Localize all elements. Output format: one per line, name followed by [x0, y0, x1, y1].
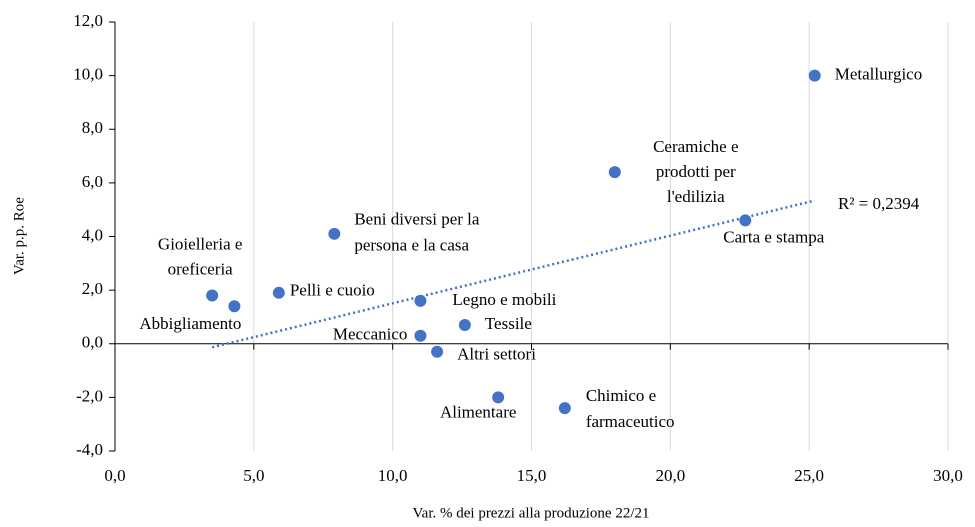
point-label: Pelli e cuoio — [290, 281, 375, 300]
point — [739, 214, 752, 227]
r-squared: R² = 0,2394 — [838, 194, 920, 213]
x-tick-label: 5,0 — [243, 466, 264, 485]
point — [458, 318, 471, 331]
y-tick-label: 10,0 — [73, 65, 103, 84]
point — [228, 300, 241, 313]
x-tick-label: 10,0 — [378, 466, 408, 485]
point-label: Alimentare — [440, 402, 516, 421]
point — [414, 329, 427, 342]
point-label: farmaceutico — [586, 412, 675, 431]
point-label: Altri settori — [457, 345, 536, 364]
point-label: Chimico e — [586, 386, 656, 405]
point-label: Metallurgico — [835, 65, 923, 84]
y-axis-label: Var. p.p. Roe — [11, 197, 27, 275]
point-label: Legno e mobili — [452, 290, 556, 309]
point-label: Gioielleria e — [158, 234, 243, 253]
y-tick-label: -4,0 — [76, 440, 103, 459]
y-tick-label: 12,0 — [73, 11, 103, 30]
y-tick-label: 6,0 — [82, 172, 103, 191]
point — [492, 391, 505, 404]
point-label: oreficeria — [168, 259, 234, 278]
y-tick-label: -2,0 — [76, 386, 103, 405]
x-tick-label: 0,0 — [104, 466, 125, 485]
trendline — [211, 199, 816, 349]
x-tick-label: 20,0 — [655, 466, 685, 485]
point-label: Beni diversi per la — [354, 210, 480, 229]
x-tick-label: 15,0 — [517, 466, 547, 485]
point-label: prodotti per — [656, 162, 736, 181]
x-tick-label: 30,0 — [933, 466, 963, 485]
y-tick-label: 2,0 — [82, 279, 103, 298]
point — [558, 402, 571, 415]
y-tick-label: 0,0 — [82, 333, 103, 352]
point-label: Tessile — [485, 314, 532, 333]
y-tick-label: 8,0 — [82, 118, 103, 137]
point — [808, 69, 821, 82]
point — [272, 286, 285, 299]
x-axis-label: Var. % dei prezzi alla produzione 22/21 — [413, 505, 650, 521]
point-label: l'edilizia — [667, 187, 725, 206]
x-tick-label: 25,0 — [794, 466, 824, 485]
point-label: Carta e stampa — [723, 227, 824, 246]
point — [414, 294, 427, 307]
point — [431, 345, 444, 358]
point — [328, 227, 341, 240]
point — [206, 289, 219, 302]
point-label: Meccanico — [333, 325, 408, 344]
point — [608, 166, 621, 179]
y-tick-label: 4,0 — [82, 225, 103, 244]
point-label: Abbigliamento — [139, 314, 241, 333]
point-label: persona e la casa — [354, 236, 469, 255]
point-label: Ceramiche e — [653, 137, 738, 156]
